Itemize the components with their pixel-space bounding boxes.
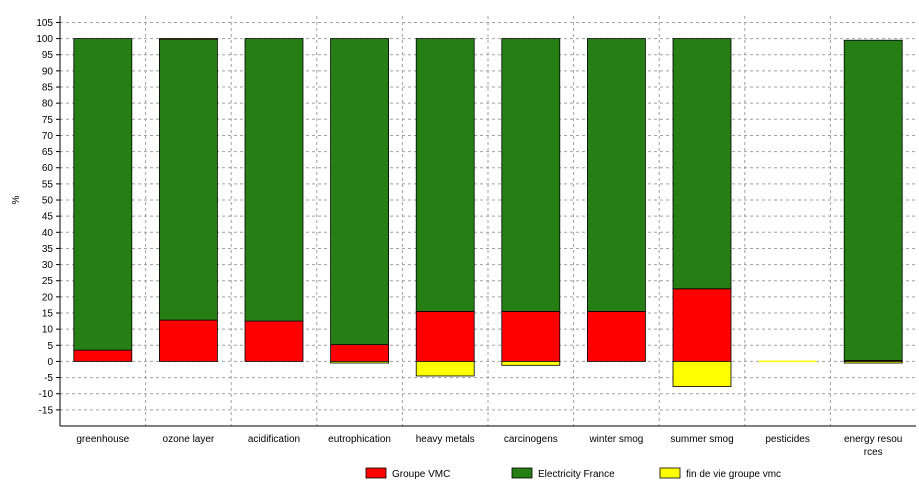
y-tick-label: 0 — [47, 357, 53, 368]
y-tick-label: 75 — [42, 115, 54, 126]
bar-segment — [501, 310, 561, 362]
bar-segment — [672, 361, 732, 388]
y-tick-label: 45 — [42, 212, 54, 223]
bar-layer — [73, 38, 903, 388]
x-tick-label: winter smog — [588, 434, 643, 445]
bar-segment — [415, 38, 475, 312]
legend-swatch — [365, 467, 387, 479]
y-axis-title: % — [11, 195, 22, 204]
legend-label: Groupe VMC — [392, 469, 450, 480]
y-tick-label: -10 — [39, 389, 54, 400]
y-tick-label: 65 — [42, 147, 54, 158]
x-tick-label: energy resou — [844, 434, 902, 445]
bar-segment — [415, 361, 475, 377]
y-tick-label: 60 — [42, 163, 54, 174]
y-tick-label: 40 — [42, 228, 54, 239]
y-tick-label: -15 — [39, 405, 54, 416]
y-tick-label: 95 — [42, 50, 54, 61]
y-tick-label: 105 — [36, 18, 53, 29]
y-tick-label: 70 — [42, 131, 54, 142]
bar-segment — [501, 38, 561, 312]
x-tick-label: ozone layer — [163, 434, 215, 445]
legend-label: fin de vie groupe vmc — [686, 469, 781, 480]
bar-segment — [73, 38, 133, 351]
bar-segment — [244, 38, 304, 322]
bar-segment — [587, 38, 646, 312]
y-tick-label: 55 — [42, 179, 54, 190]
legend-swatch — [659, 467, 681, 479]
y-tick-label: 90 — [42, 66, 54, 77]
bar-segment — [501, 361, 561, 366]
bar-segment — [672, 38, 732, 290]
y-tick-label: 50 — [42, 196, 54, 207]
bar-segment — [587, 310, 646, 362]
bar-segment — [330, 361, 390, 364]
axis-layer: 1051009590858075706560555045403530252015… — [36, 16, 916, 458]
x-tick-label: acidification — [248, 434, 300, 445]
y-tick-label: 20 — [42, 292, 54, 303]
bar-segment — [672, 288, 732, 362]
y-tick-label: 15 — [42, 309, 54, 320]
bar-segment — [158, 39, 218, 321]
bar-segment — [415, 310, 475, 362]
x-tick-label: greenhouse — [76, 434, 129, 445]
bar-segment — [244, 320, 304, 362]
bar-segment — [330, 344, 390, 362]
y-tick-label: 25 — [42, 276, 54, 287]
grid-layer — [60, 16, 916, 426]
legend: Groupe VMC Electricity France fin de vie g… — [365, 467, 781, 480]
bar-segment — [330, 38, 390, 346]
bar-segment — [73, 349, 133, 362]
y-tick-label: -5 — [44, 373, 53, 384]
bar-segment — [843, 39, 903, 361]
x-tick-label: summer smog — [670, 434, 733, 445]
y-tick-label: 30 — [42, 260, 54, 271]
y-tick-label: 85 — [42, 83, 54, 94]
legend-swatch — [511, 467, 533, 479]
bar-segment — [158, 38, 218, 40]
bar-segment — [158, 319, 218, 362]
x-tick-label: heavy metals — [416, 434, 475, 445]
y-tick-label: 35 — [42, 244, 54, 255]
x-tick-label: carcinogens — [504, 434, 558, 445]
y-tick-label: 5 — [47, 341, 53, 352]
legend-label: Electricity France — [538, 469, 615, 480]
bar-segment — [843, 361, 903, 364]
y-tick-label: 100 — [36, 34, 53, 45]
x-tick-label: rces — [864, 447, 883, 458]
y-tick-label: 80 — [42, 99, 54, 110]
x-tick-label: eutrophication — [328, 434, 391, 445]
y-tick-label: 10 — [42, 325, 54, 336]
x-tick-label: pesticides — [765, 434, 809, 445]
